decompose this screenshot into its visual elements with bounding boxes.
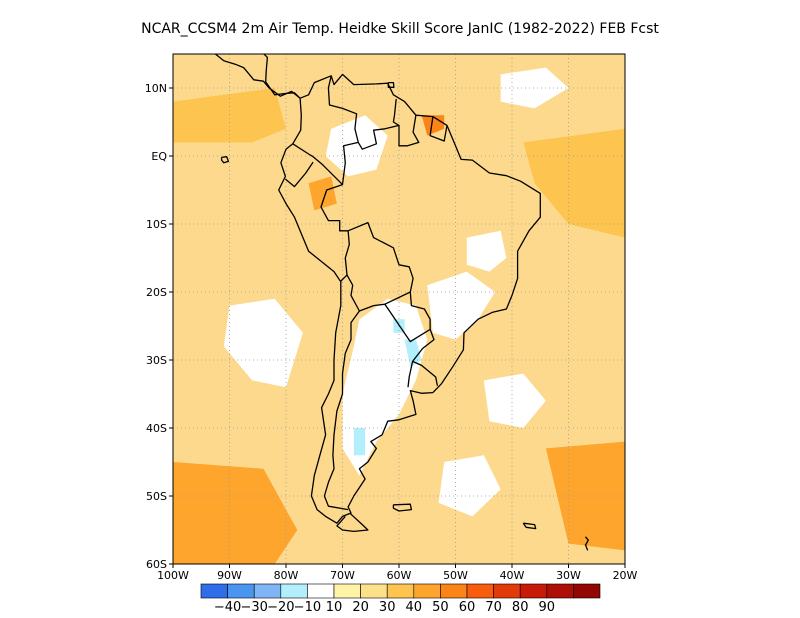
white-patch-central-brazil xyxy=(466,230,507,272)
border-chile-argentina xyxy=(323,310,360,511)
lon-tick-label: 20W xyxy=(613,569,638,582)
white-patch-south-atlantic xyxy=(438,455,501,517)
lat-tick-label: 50S xyxy=(146,490,167,503)
orange-patch-peru xyxy=(308,176,337,211)
colorbar: −40 −30 −20 −10 10 20 30 40 50 60 70 80 90 xyxy=(200,583,601,615)
colorbar-swatch xyxy=(546,583,574,599)
colorbar-label: 90 xyxy=(539,600,556,615)
colorbar-swatch xyxy=(307,583,335,599)
south-sandwich xyxy=(584,536,589,551)
white-patch-north-atlantic xyxy=(500,67,569,109)
longitude-ticks: 100W 90W 80W 70W 60W 50W 40W 30W 20W xyxy=(157,564,638,582)
lat-tick-label: 10N xyxy=(145,82,167,95)
south-america-coast xyxy=(278,73,541,524)
colorbar-label: 40 xyxy=(406,600,423,615)
colorbar-label: 50 xyxy=(432,600,449,615)
lon-tick-label: 90W xyxy=(217,569,242,582)
border-ecuador-peru xyxy=(284,161,314,188)
lon-tick-label: 30W xyxy=(556,569,581,582)
lat-tick-label: EQ xyxy=(151,150,167,163)
border-colombia-brazil-peru xyxy=(320,141,359,232)
lon-tick-label: 70W xyxy=(330,569,355,582)
south-georgia xyxy=(522,522,537,530)
border-colombia-ecuador-peru xyxy=(292,143,343,186)
colorbar-swatch xyxy=(440,583,468,599)
colorbar-label: 80 xyxy=(512,600,529,615)
colorbar-swatch xyxy=(386,583,415,599)
border-colombia-venezuela xyxy=(327,75,359,143)
colorbar-label: −20 xyxy=(267,600,294,615)
score-regions xyxy=(173,67,625,564)
colorbar-label: 10 xyxy=(326,600,343,615)
lon-tick-label: 80W xyxy=(274,569,299,582)
white-patch-atlantic xyxy=(483,373,546,428)
trinidad xyxy=(387,81,395,88)
lon-tick-label: 50W xyxy=(443,569,468,582)
colorbar-swatch xyxy=(227,583,255,599)
latitude-ticks: 10N EQ 10S 20S 30S 40S 50S 60S xyxy=(145,82,173,571)
border-venezuela-guyana xyxy=(357,98,400,150)
lon-tick-label: 40W xyxy=(500,569,525,582)
border-suriname-guiana xyxy=(429,116,448,142)
gridlines xyxy=(173,54,625,564)
colorbar-swatch xyxy=(519,583,548,599)
lon-tick-label: 100W xyxy=(157,569,189,582)
colorbar-swatch xyxy=(360,583,388,599)
colorbar-label: −30 xyxy=(240,600,267,615)
galapagos xyxy=(220,156,230,164)
colorbar-swatch xyxy=(253,583,282,599)
lat-tick-label: 30S xyxy=(146,354,167,367)
white-patch-pacific xyxy=(223,298,303,388)
map-title: NCAR_CCSM4 2m Air Temp. Heidke Skill Sco… xyxy=(141,21,659,37)
border-paraguay-brazil-argentina xyxy=(384,291,431,343)
border-bolivia-brazil xyxy=(347,221,414,293)
colorbar-label: −10 xyxy=(294,600,321,615)
lat-tick-label: 10S xyxy=(146,218,167,231)
colorbar-label: 70 xyxy=(485,600,502,615)
lat-tick-label: 20S xyxy=(146,286,167,299)
lat-tick-label: 60S xyxy=(146,558,167,571)
border-peru-bolivia-chile xyxy=(340,230,350,282)
colorbar-label: 30 xyxy=(379,600,396,615)
lat-tick-label: 40S xyxy=(146,422,167,435)
colorbar-swatch xyxy=(413,583,441,599)
colorbar-swatch xyxy=(333,583,361,599)
colorbar-swatch xyxy=(493,583,521,599)
orange-patch-atlantic-east xyxy=(523,128,625,238)
border-uruguay-argentina xyxy=(407,361,414,388)
falkland-islands xyxy=(392,503,413,512)
orange-patch-pacific-south xyxy=(173,462,298,564)
lon-tick-label: 60W xyxy=(387,569,412,582)
colorbar-label: 20 xyxy=(352,600,369,615)
tierra-del-fuego xyxy=(336,513,369,533)
colorbar-label: 60 xyxy=(459,600,476,615)
colorbar-swatch xyxy=(200,583,228,599)
colorbar-swatch xyxy=(573,583,601,599)
colorbar-swatch xyxy=(280,583,308,599)
white-patch-southern-brazil xyxy=(427,271,496,340)
caribbean-coast xyxy=(263,54,301,99)
border-guyana-suriname xyxy=(398,115,420,147)
colorbar-label: −40 xyxy=(214,600,241,615)
colorbar-swatch xyxy=(466,583,494,599)
orange-patch-pacific-north xyxy=(173,88,286,143)
coastlines-and-borders xyxy=(214,54,589,551)
white-patch-amazon xyxy=(325,115,388,177)
lightblue-patch-2 xyxy=(353,428,366,456)
